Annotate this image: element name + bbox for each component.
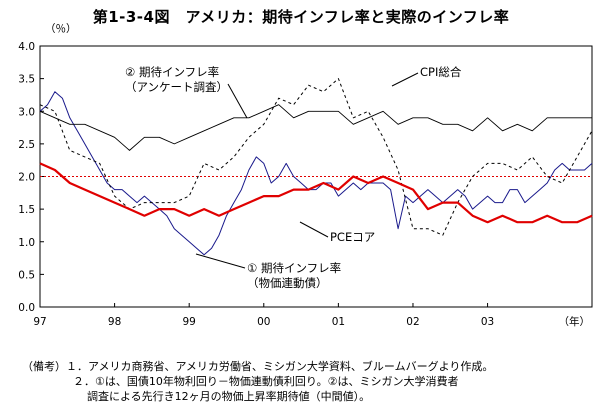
- series-line-1: [39, 91, 593, 256]
- series-line-3: [39, 78, 593, 236]
- note-line-1: （備考）１．アメリカ商務省、アメリカ労働省、ミシガン大学資料、ブルームバーグより…: [22, 360, 494, 373]
- y-tick-label: 3.5: [18, 74, 35, 86]
- x-tick-label: 98: [108, 316, 121, 328]
- annotation-pce: PCEコア: [330, 230, 375, 244]
- chart-title: 第1-3-4図 アメリカ：期待インフレ率と実際のインフレ率: [92, 8, 510, 26]
- x-tick-label: 00: [257, 316, 270, 328]
- chart-axes: 0.0 0.5 1.0 1.5 2.0 2.5 3.0 3.5 4.0 （％） 97 98 99 00 01…: [18, 23, 593, 328]
- y-tick-label: 0.5: [18, 269, 35, 281]
- y-tick-label: 1.5: [18, 204, 35, 216]
- annotation-expect-survey-2: （アンケート調査）: [125, 80, 228, 94]
- annotation-pce-pointer: [299, 221, 329, 238]
- annotation-cpi: CPI総合: [420, 65, 462, 79]
- y-tick-label: 2.0: [18, 172, 35, 184]
- x-tick-label: 97: [33, 316, 46, 328]
- annotation-expect-bond-1: ① 期待インフレ率: [247, 261, 341, 275]
- series-line-4: [39, 162, 593, 224]
- annotation-expect-bond-pointer: [195, 253, 246, 269]
- chart-annotations: ② 期待インフレ率（アンケート調査） CPI総合 PCEコア ① 期待インフレ率（物価…: [125, 65, 462, 290]
- x-tick-label: 03: [481, 316, 494, 328]
- x-tick-label: 99: [183, 316, 196, 328]
- series-line-2: [39, 104, 592, 151]
- y-tick-label: 1.0: [18, 237, 35, 249]
- y-tick-label: 2.5: [18, 139, 35, 151]
- note-line-2: ２．①は、国債10年物利回り－物価連動債利回り。②は、ミシガン大学消費者: [73, 375, 459, 388]
- annotation-cpi-pointer: [391, 72, 419, 87]
- y-tick-label: 0.0: [18, 302, 35, 314]
- annotation-expect-survey-1: ② 期待インフレ率: [125, 65, 219, 79]
- x-tick-label: 01: [332, 316, 345, 328]
- annotation-expect-bond-2: （物価連動債）: [247, 276, 328, 290]
- y-tick-label: 4.0: [18, 41, 35, 53]
- y-unit-label: （％）: [45, 23, 77, 35]
- note-line-3: 調査による先行き12ヶ月の物価上昇率期待値（中間値）。: [87, 390, 371, 403]
- chart-series: [39, 78, 593, 256]
- y-tick-label: 3.0: [18, 106, 35, 118]
- annotation-expect-survey-pointer: [227, 83, 248, 119]
- x-tick-label: 02: [406, 316, 419, 328]
- x-unit-label: （年）: [559, 315, 591, 328]
